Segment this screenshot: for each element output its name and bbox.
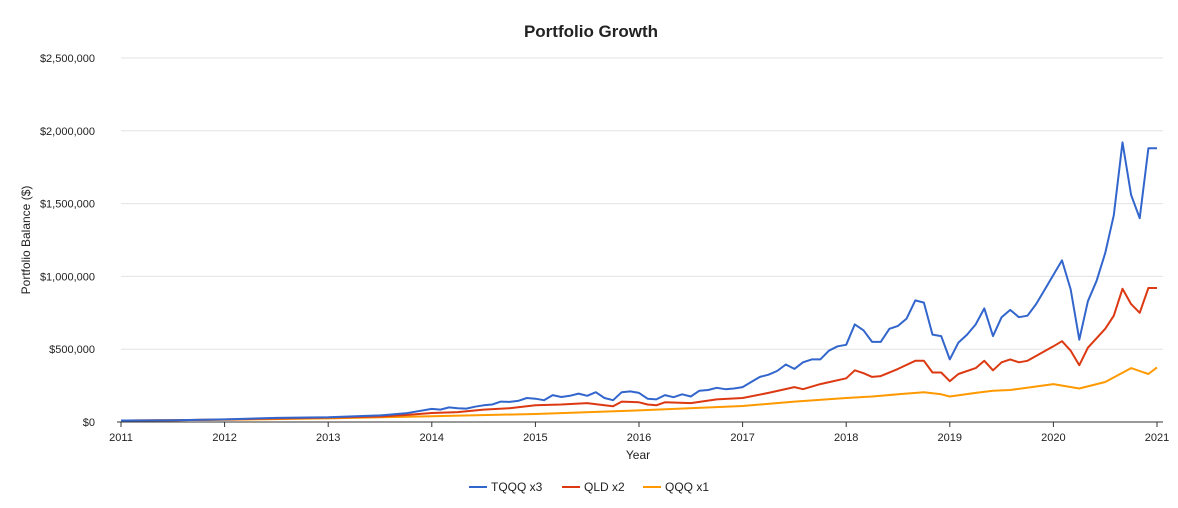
x-tick-label: 2013 [316,432,340,444]
legend: TQQQ x3 QLD x2 QQQ x1 [469,480,709,494]
y-axis-ticks: $0 $500,000 $1,000,000 $1,500,000 $2,000,000… [40,53,95,429]
legend-label: QQQ x1 [665,480,709,494]
x-axis-ticks: 2011 2012 2013 2014 2015 2016 2017 2018 2019 2020… [109,422,1169,444]
x-tick-label: 2020 [1041,432,1065,444]
x-tick-label: 2021 [1145,432,1169,444]
x-tick-label: 2019 [938,432,962,444]
legend-label: TQQQ x3 [491,480,543,494]
legend-item[interactable]: QQQ x1 [643,480,709,494]
series-line-tqqq-x3 [120,141,1157,422]
x-tick-label: 2018 [834,432,858,444]
legend-item[interactable]: QLD x2 [562,480,625,494]
x-tick-label: 2011 [109,432,133,444]
chart-title: Portfolio Growth [524,22,658,41]
y-tick-label: $0 [83,417,95,429]
series-lines [120,141,1158,422]
y-tick-label: $2,500,000 [40,53,95,65]
x-axis-title: Year [626,448,650,462]
y-tick-label: $2,000,000 [40,126,95,138]
gridlines [121,57,1163,350]
x-tick-label: 2017 [730,432,754,444]
legend-item[interactable]: TQQQ x3 [469,480,543,494]
series-line-qld-x2 [120,287,1157,422]
x-tick-label: 2012 [212,432,236,444]
y-axis-title: Portfolio Balance ($) [19,186,33,295]
x-tick-label: 2015 [523,432,547,444]
y-tick-label: $1,000,000 [40,271,95,283]
y-tick-label: $1,500,000 [40,199,95,211]
x-tick-label: 2016 [627,432,651,444]
series-line-qqq-x1 [120,366,1158,422]
y-tick-label: $500,000 [49,344,95,356]
x-tick-label: 2014 [420,432,444,444]
legend-label: QLD x2 [584,480,625,494]
